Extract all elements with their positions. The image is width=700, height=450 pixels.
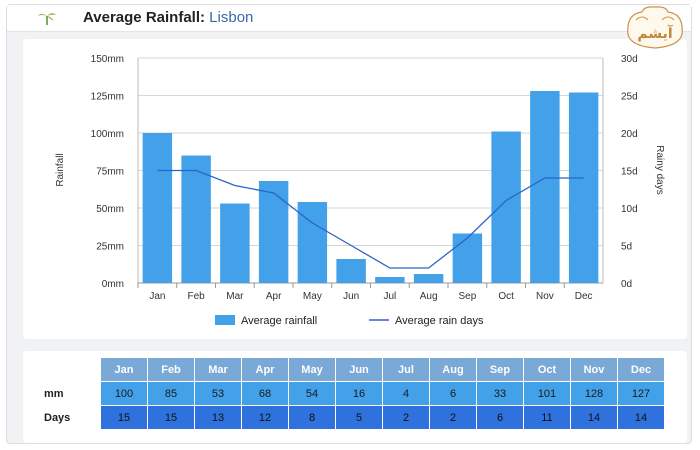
days-cell: 13	[195, 406, 241, 429]
table-row-days: Days 15 15 13 12 8 5 2 2 6 11 14 14	[42, 406, 664, 429]
mm-cell: 85	[148, 382, 194, 405]
month-header: Jan	[101, 358, 147, 381]
rainfall-bar	[491, 131, 521, 283]
month-header: Sep	[477, 358, 523, 381]
mm-cell: 16	[336, 382, 382, 405]
x-tick-label: Apr	[266, 291, 282, 302]
rainfall-bar	[297, 202, 328, 283]
days-cell: 8	[289, 406, 335, 429]
mm-cell: 54	[289, 382, 335, 405]
row-label-days: Days	[42, 406, 100, 429]
days-cell: 15	[148, 406, 194, 429]
rain-days-line	[157, 169, 584, 269]
rainfall-bar	[336, 259, 366, 283]
days-cell: 5	[336, 406, 382, 429]
mm-cell: 6	[430, 382, 476, 405]
month-header: Dec	[618, 358, 664, 381]
y2-tick-label: 30d	[621, 54, 638, 65]
chart-card: 0mm 0d 25mm 5d 50mm 10d 75mm 15d 100mm 20d 125mm 25…	[23, 39, 687, 339]
widget-header: Average Rainfall: Lisbon	[7, 5, 691, 32]
month-header: Jul	[383, 358, 429, 381]
y2-tick-label: 25d	[621, 92, 638, 103]
x-tick-label: May	[303, 291, 322, 302]
y-tick-label: 125mm	[91, 92, 124, 103]
row-label-mm: mm	[42, 382, 100, 405]
rainfall-bar	[258, 181, 289, 283]
x-tick-label: Sep	[458, 291, 476, 302]
y2-tick-label: 0d	[621, 279, 632, 290]
days-cell: 12	[242, 406, 288, 429]
weather-widget: Average Rainfall: Lisbon 0mm 0d 25mm 5d 50mm…	[6, 4, 692, 444]
legend-label-rainfall: Average rainfall	[241, 315, 317, 327]
x-tick-label: Nov	[536, 291, 554, 302]
month-header: Apr	[242, 358, 288, 381]
mm-cell: 4	[383, 382, 429, 405]
mm-cell: 100	[101, 382, 147, 405]
x-tick-label: Oct	[498, 291, 514, 302]
days-cell: 6	[477, 406, 523, 429]
legend-swatch-rainfall	[215, 315, 235, 325]
empty-corner-cell	[42, 358, 100, 381]
y2-tick-label: 10d	[621, 204, 638, 215]
title-label: Average Rainfall:	[83, 9, 205, 26]
rainfall-table: Jan Feb Mar Apr May Jun Jul Aug Sep Oct …	[41, 357, 665, 430]
month-header: Mar	[195, 358, 241, 381]
y-axis-title: Rainfall	[55, 153, 66, 186]
x-tick-label: Jun	[343, 291, 359, 302]
month-header: Aug	[430, 358, 476, 381]
rainfall-bar	[568, 92, 599, 283]
days-cell: 15	[101, 406, 147, 429]
x-tick-label: Mar	[226, 291, 244, 302]
month-header: Nov	[571, 358, 617, 381]
days-cell: 14	[571, 406, 617, 429]
month-header: Feb	[148, 358, 194, 381]
page-title: Average Rainfall: Lisbon	[83, 9, 253, 26]
y-tick-label: 100mm	[91, 129, 124, 140]
mm-cell: 127	[618, 382, 664, 405]
mm-cell: 53	[195, 382, 241, 405]
days-cell: 2	[383, 406, 429, 429]
mm-cell: 33	[477, 382, 523, 405]
rainfall-bar	[452, 233, 483, 283]
mm-cell: 68	[242, 382, 288, 405]
mm-cell: 101	[524, 382, 570, 405]
legend-label-rain-days: Average rain days	[395, 315, 484, 327]
x-tick-label: Aug	[420, 291, 438, 302]
city-name: Lisbon	[209, 9, 254, 26]
rainfall-bar	[181, 155, 211, 283]
x-tick-label: Jul	[383, 291, 396, 302]
x-tick-label: Jan	[149, 291, 165, 302]
table-card: Jan Feb Mar Apr May Jun Jul Aug Sep Oct …	[23, 351, 687, 443]
rainfall-bar	[530, 91, 560, 283]
rainfall-bar	[142, 133, 173, 283]
days-cell: 11	[524, 406, 570, 429]
palm-leaf-icon	[38, 13, 56, 25]
mm-cell: 128	[571, 382, 617, 405]
x-tick-label: Feb	[188, 291, 206, 302]
y-tick-label: 0mm	[102, 279, 124, 290]
y-tick-label: 150mm	[91, 54, 124, 65]
month-header: Oct	[524, 358, 570, 381]
table-row-mm: mm 100 85 53 68 54 16 4 6 33 101 128 127	[42, 382, 664, 405]
x-tick-label: Dec	[575, 291, 593, 302]
days-cell: 14	[618, 406, 664, 429]
rainfall-bar	[413, 274, 444, 283]
logo-text: آیشم	[637, 24, 673, 42]
month-header: Jun	[336, 358, 382, 381]
days-cell: 2	[430, 406, 476, 429]
y2-axis-title: Rainy days	[654, 145, 665, 194]
y2-tick-label: 5d	[621, 242, 632, 253]
table-header-row: Jan Feb Mar Apr May Jun Jul Aug Sep Oct …	[42, 358, 664, 381]
rainfall-bar	[375, 277, 405, 283]
rainfall-chart: 0mm 0d 25mm 5d 50mm 10d 75mm 15d 100mm 20d 125mm 25…	[55, 54, 665, 327]
y2-tick-label: 20d	[621, 129, 638, 140]
month-header: May	[289, 358, 335, 381]
y2-tick-label: 15d	[621, 167, 638, 178]
rainfall-bar	[220, 203, 250, 283]
site-logo: آیشم	[627, 6, 683, 49]
y-tick-label: 50mm	[96, 204, 124, 215]
y-tick-label: 75mm	[96, 167, 124, 178]
y-tick-label: 25mm	[96, 242, 124, 253]
